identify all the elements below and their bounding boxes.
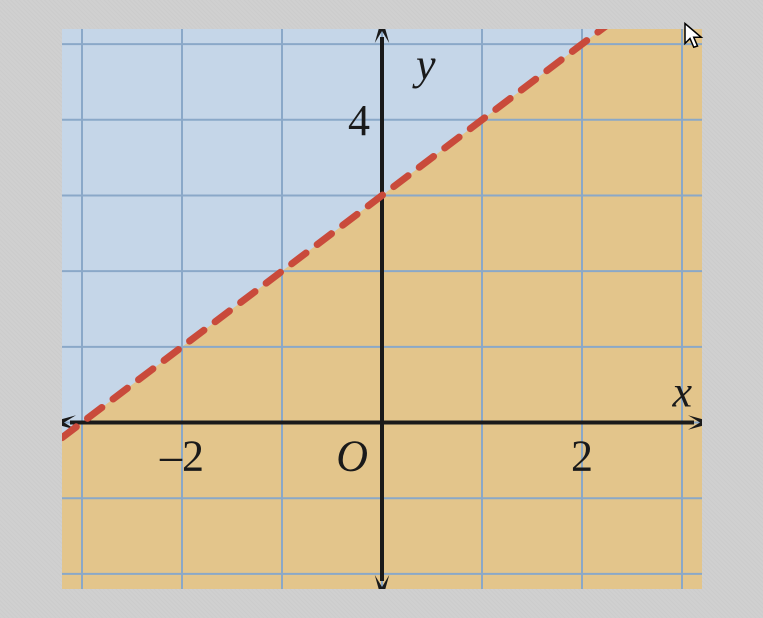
x-tick-label: 2: [571, 432, 593, 481]
y-axis-label: y: [412, 40, 436, 89]
x-axis-label: x: [671, 368, 692, 417]
chart-area: –2 2 4 Oy x: [62, 29, 702, 589]
x-tick-label: –2: [159, 432, 204, 481]
mouse-cursor: [682, 21, 708, 51]
y-tick-label: 4: [348, 96, 370, 145]
inequality-graph: –2 2 4 Oy x: [62, 29, 702, 589]
origin-label: O: [336, 432, 368, 481]
graph-svg: –2 2 4 Oy x: [62, 29, 702, 589]
